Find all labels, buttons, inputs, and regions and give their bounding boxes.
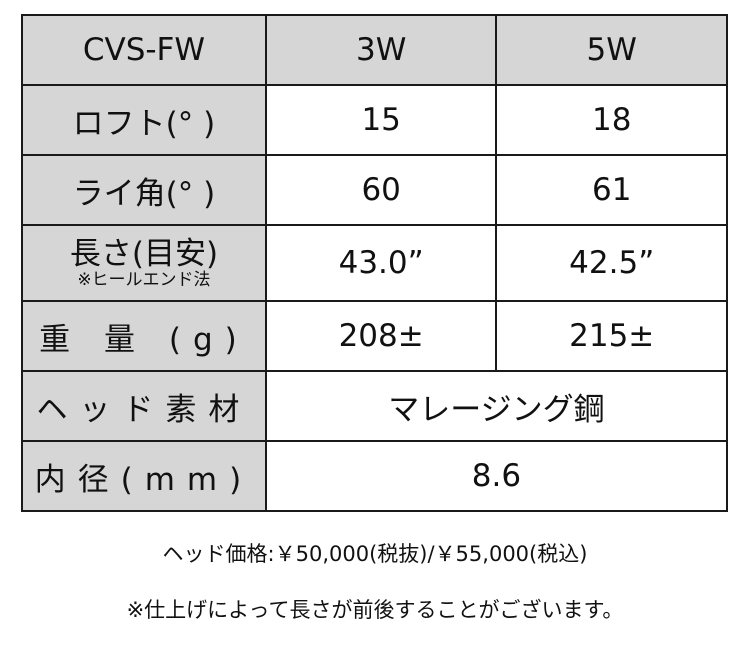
table-row-loft: ロフト(° ) 15 18 [21,84,728,156]
model-name: CVS-FW [21,14,267,86]
row-sublabel: ※ヒールエンド法 [77,270,211,290]
table-row-lie: ライ角(° ) 60 61 [21,154,728,226]
spec-table: CVS-FW 3W 5W ロフト(° ) 15 18 ライ角(° ) 60 61… [21,14,729,512]
row-label: ヘッド素材 [21,370,267,442]
cell-3w: 15 [264,84,498,156]
table-row-material: ヘッド素材 マレージング鋼 [21,370,729,442]
cell-3w: 60 [264,154,498,226]
price-note: ヘッド価格:￥50,000(税抜)/￥55,000(税込) [162,542,588,566]
row-label: 長さ(目安) [69,236,219,272]
header-3w: 3W [264,14,498,86]
row-label: ロフト(° ) [21,84,267,156]
header-row: CVS-FW 3W 5W [21,14,728,86]
row-label: 内径(mm) [21,440,267,512]
cell-5w: 215± [495,300,728,372]
cell-5w: 42.5” [495,224,728,302]
header-5w: 5W [495,14,728,86]
row-label-cell: 長さ(目安) ※ヒールエンド法 [21,224,267,302]
table-row-length: 長さ(目安) ※ヒールエンド法 43.0” 42.5” [21,224,728,302]
cell-merged: 8.6 [264,440,729,512]
disclaimer-note: ※仕上げによって長さが前後することがございます。 [126,598,624,622]
row-label: 重 量 (g) [21,300,267,372]
cell-5w: 18 [495,84,728,156]
cell-3w: 208± [264,300,498,372]
cell-5w: 61 [495,154,728,226]
cell-merged: マレージング鋼 [264,370,729,442]
table-row-inner-diameter: 内径(mm) 8.6 [21,440,729,512]
cell-3w: 43.0” [264,224,498,302]
row-label: ライ角(° ) [21,154,267,226]
table-row-weight: 重 量 (g) 208± 215± [21,300,728,372]
